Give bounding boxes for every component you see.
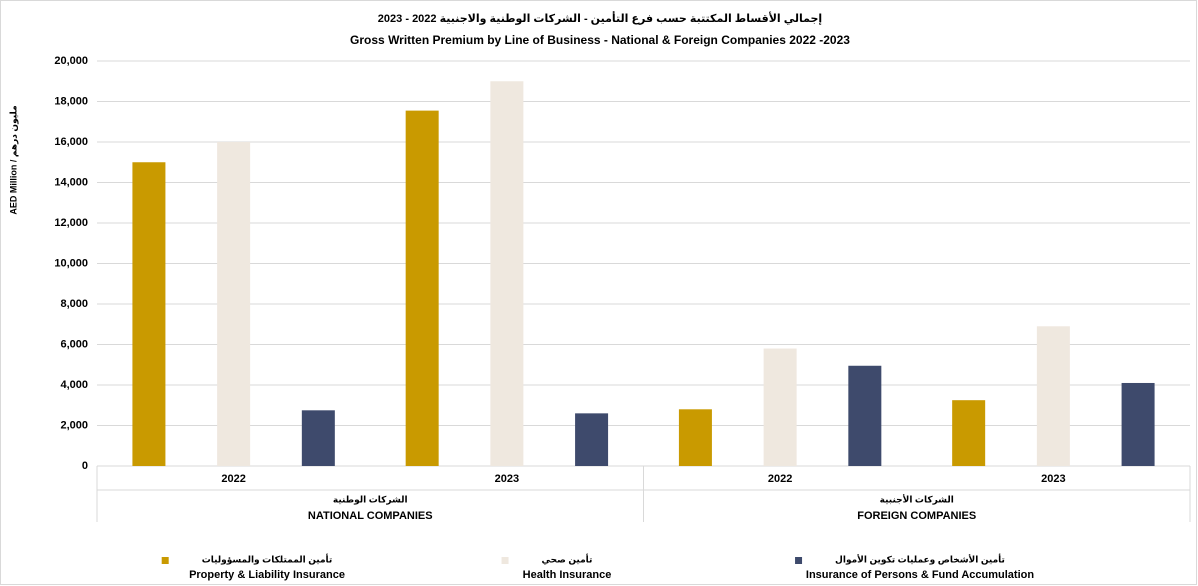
y-tick-label: 14,000 [54,176,88,188]
bar [952,400,986,466]
y-tick-label: 2,000 [60,419,88,431]
y-tick-label: 16,000 [54,136,88,148]
bar [1121,382,1155,466]
y-tick-label: 18,000 [54,95,88,107]
y-tick-label: 0 [82,460,88,472]
bar [301,410,335,466]
legend-swatch [161,557,169,564]
bar [1036,326,1070,466]
y-tick-label: 6,000 [60,338,88,350]
bar [575,413,609,466]
bar [763,348,797,466]
legend-label: Health Insurance [523,569,612,581]
legend-swatch [795,557,803,564]
group-label-en: NATIONAL COMPANIES [308,510,433,522]
y-tick-label: 20,000 [54,55,88,67]
x-tick-label: 2022 [221,473,245,485]
chart-subtitle: Gross Written Premium by Line of Busines… [350,33,850,47]
group-label-ar: الشركات الوطنية [333,494,408,505]
x-tick-label: 2022 [768,473,792,485]
group-label-en: FOREIGN COMPANIES [857,510,976,522]
y-tick-label: 12,000 [54,217,88,229]
legend-label-ar: تأمين الأشخاص وعمليات تكوين الأموال [835,553,1005,565]
chart-title: إجمالي الأقساط المكتتبة حسب فرع التأمين … [378,11,822,25]
y-tick-label: 10,000 [54,257,88,269]
legend-label: Property & Liability Insurance [189,569,345,581]
y-tick-label: 4,000 [60,379,88,391]
bar [490,81,524,466]
bar [132,162,166,466]
bar [217,142,251,466]
bar [405,110,439,467]
legend-label-ar: تأمين صحي [542,553,593,565]
x-tick-label: 2023 [1041,473,1065,485]
group-label-ar: الشركات الأجنبية [880,493,954,505]
legend-swatch [501,557,509,564]
bar [678,409,712,466]
legend-label: Insurance of Persons & Fund Accumulation [806,569,1034,581]
y-tick-label: 8,000 [60,298,88,310]
bar [848,365,882,466]
y-axis-label: AED Million / مليون درهم [8,105,19,214]
x-tick-label: 2023 [495,473,519,485]
legend-label-ar: تأمين الممتلكات والمسؤوليات [202,553,333,565]
